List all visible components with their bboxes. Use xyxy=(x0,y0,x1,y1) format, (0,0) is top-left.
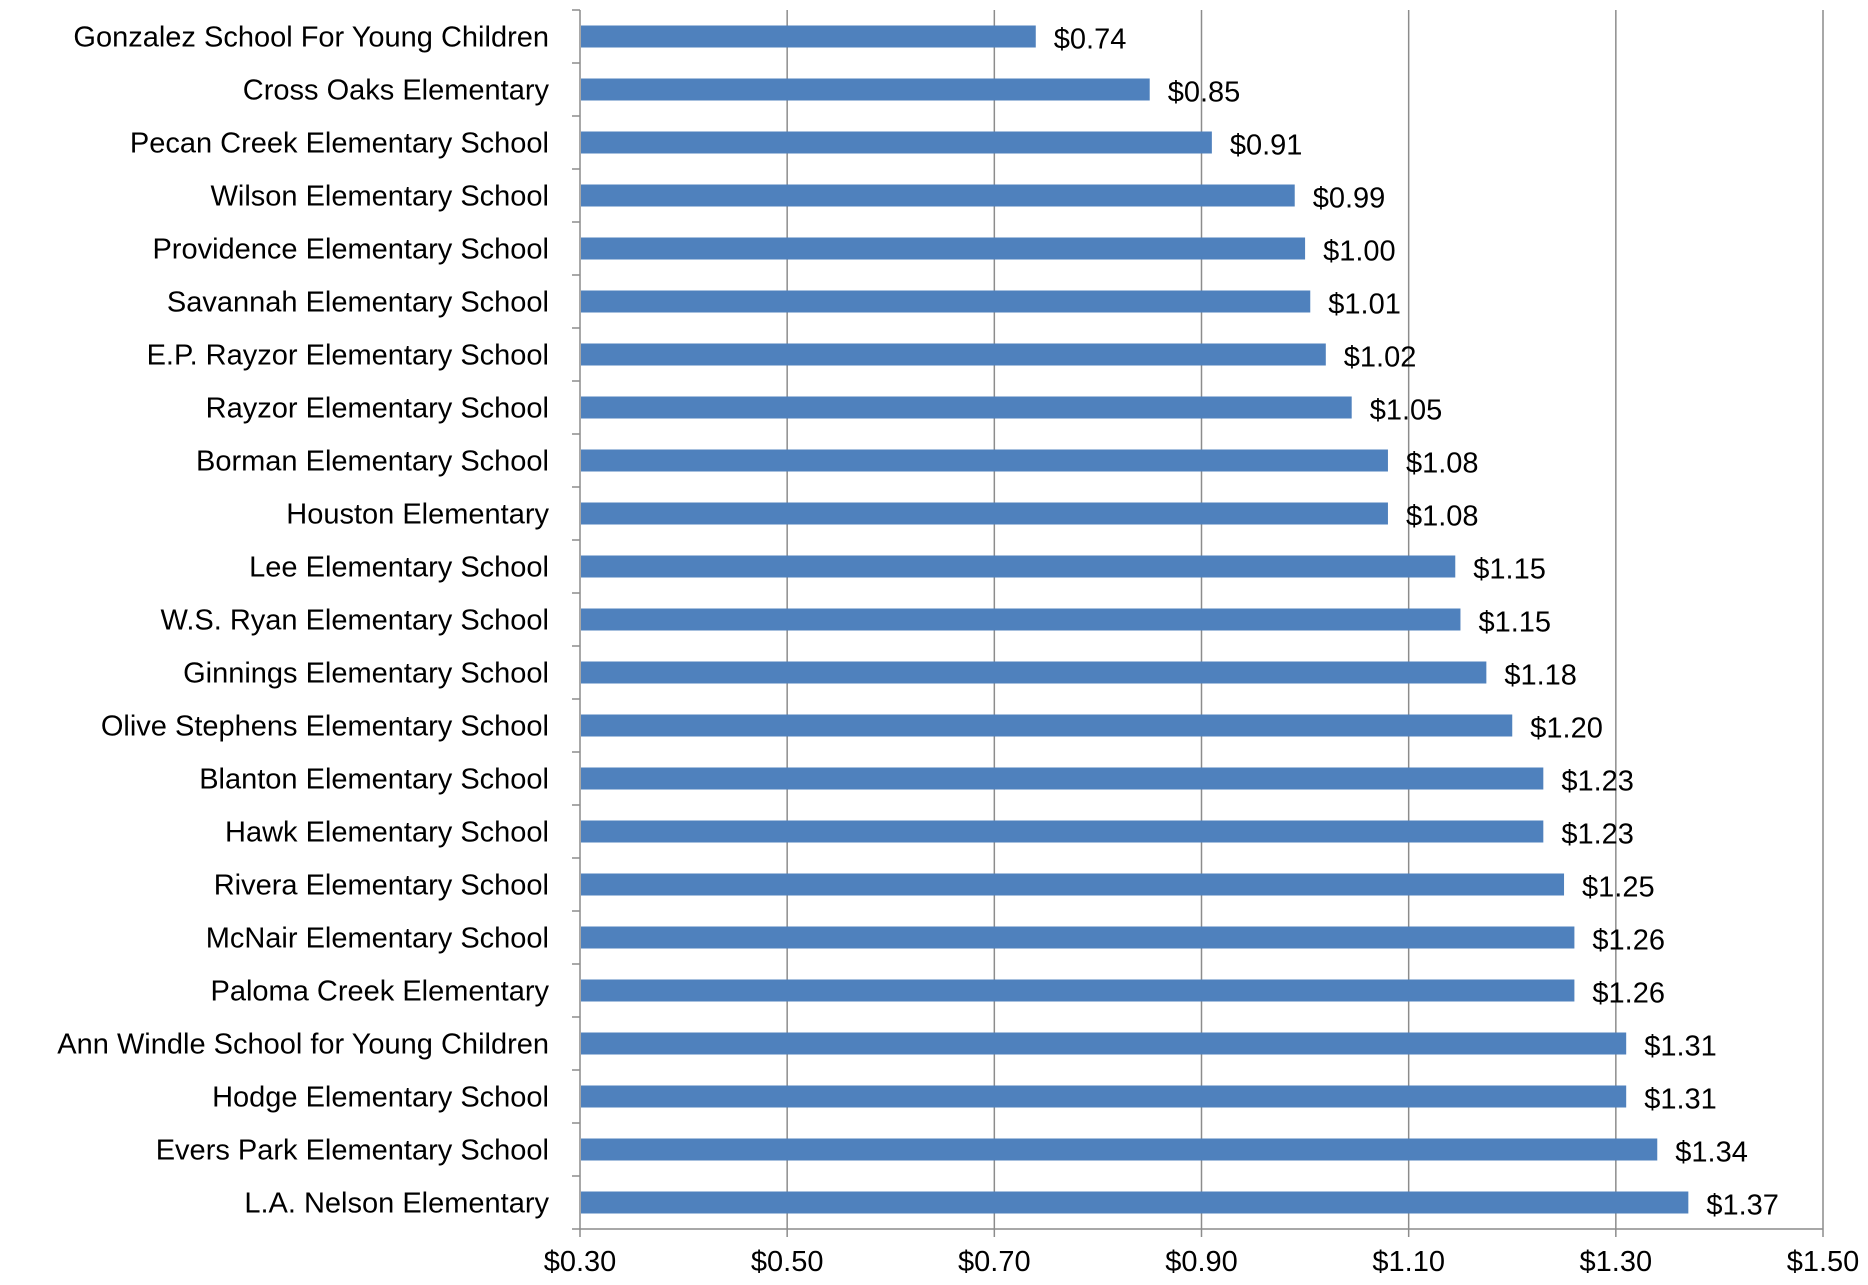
bar xyxy=(581,767,1544,790)
bar xyxy=(581,237,1306,260)
data-label: $0.74 xyxy=(1054,24,1127,56)
bar xyxy=(581,926,1575,949)
data-label: $1.20 xyxy=(1530,713,1603,745)
data-label: $1.23 xyxy=(1561,766,1634,798)
category-label: Savannah Elementary School xyxy=(167,287,549,319)
bar xyxy=(581,343,1326,366)
data-label: $1.08 xyxy=(1406,501,1479,533)
data-label: $1.25 xyxy=(1582,872,1655,904)
data-label: $0.85 xyxy=(1168,77,1241,109)
bar xyxy=(581,290,1311,313)
bar xyxy=(581,396,1352,419)
category-label: McNair Elementary School xyxy=(206,923,549,955)
data-label: $1.34 xyxy=(1675,1137,1748,1169)
bar xyxy=(581,131,1212,154)
category-label: Cross Oaks Elementary xyxy=(243,75,550,107)
data-label: $1.15 xyxy=(1478,607,1551,639)
bar xyxy=(581,25,1036,48)
category-label: W.S. Ryan Elementary School xyxy=(161,605,549,637)
bar xyxy=(581,608,1461,631)
x-tick-label: $0.70 xyxy=(958,1246,1031,1278)
x-tick-label: $1.50 xyxy=(1787,1246,1860,1278)
bar xyxy=(581,1085,1627,1108)
category-label: Paloma Creek Elementary xyxy=(211,976,550,1008)
bar xyxy=(581,449,1388,472)
data-label: $1.08 xyxy=(1406,448,1479,480)
bar xyxy=(581,714,1513,737)
category-label: Rivera Elementary School xyxy=(214,870,549,902)
data-label: $1.05 xyxy=(1370,395,1443,427)
bar xyxy=(581,820,1544,843)
category-label: Lee Elementary School xyxy=(249,552,549,584)
category-label: Rayzor Elementary School xyxy=(206,393,549,425)
category-label: Wilson Elementary School xyxy=(211,181,549,213)
x-tick-label: $0.30 xyxy=(544,1246,617,1278)
category-label: Olive Stephens Elementary School xyxy=(101,711,549,743)
bar xyxy=(581,1032,1627,1055)
axes xyxy=(572,9,1824,1237)
bar xyxy=(581,555,1456,578)
data-label: $1.00 xyxy=(1323,236,1396,268)
category-label: L.A. Nelson Elementary xyxy=(244,1188,549,1220)
data-label: $1.15 xyxy=(1473,554,1546,586)
bar xyxy=(581,78,1150,101)
data-label: $0.91 xyxy=(1230,130,1303,162)
category-label: E.P. Rayzor Elementary School xyxy=(147,340,549,372)
labels: $0.30 $0.50 $0.70 $0.90 $1.10 $1.30 $1.50 Gonza… xyxy=(57,22,1859,1279)
x-tick-label: $0.50 xyxy=(751,1246,824,1278)
data-label: $1.31 xyxy=(1644,1084,1717,1116)
x-tick-label: $1.10 xyxy=(1372,1246,1445,1278)
bar xyxy=(581,661,1487,684)
data-label: $1.31 xyxy=(1644,1031,1717,1063)
data-label: $0.99 xyxy=(1313,183,1386,215)
x-tick-label: $1.30 xyxy=(1580,1246,1653,1278)
category-label: Hodge Elementary School xyxy=(212,1082,549,1114)
bar xyxy=(581,502,1388,525)
data-label: $1.01 xyxy=(1328,289,1401,321)
category-label: Providence Elementary School xyxy=(152,234,549,266)
data-label: $1.37 xyxy=(1706,1190,1779,1222)
bar xyxy=(581,873,1565,896)
category-label: Blanton Elementary School xyxy=(199,764,549,796)
category-label: Ann Windle School for Young Children xyxy=(57,1029,549,1061)
category-label: Pecan Creek Elementary School xyxy=(130,128,549,160)
bar xyxy=(581,1138,1658,1161)
bars xyxy=(581,25,1689,1214)
category-label: Evers Park Elementary School xyxy=(156,1135,549,1167)
category-label: Gonzalez School For Young Children xyxy=(73,22,549,54)
data-label: $1.02 xyxy=(1344,342,1417,374)
bar xyxy=(581,979,1575,1002)
data-label: $1.26 xyxy=(1592,925,1665,957)
category-label: Borman Elementary School xyxy=(196,446,549,478)
bar xyxy=(581,184,1295,207)
data-label: $1.26 xyxy=(1592,978,1665,1010)
bar xyxy=(581,1191,1689,1214)
x-tick-label: $0.90 xyxy=(1165,1246,1238,1278)
category-label: Ginnings Elementary School xyxy=(183,658,549,690)
data-label: $1.18 xyxy=(1504,660,1577,692)
category-label: Houston Elementary xyxy=(286,499,549,531)
category-label: Hawk Elementary School xyxy=(225,817,549,849)
data-label: $1.23 xyxy=(1561,819,1634,851)
